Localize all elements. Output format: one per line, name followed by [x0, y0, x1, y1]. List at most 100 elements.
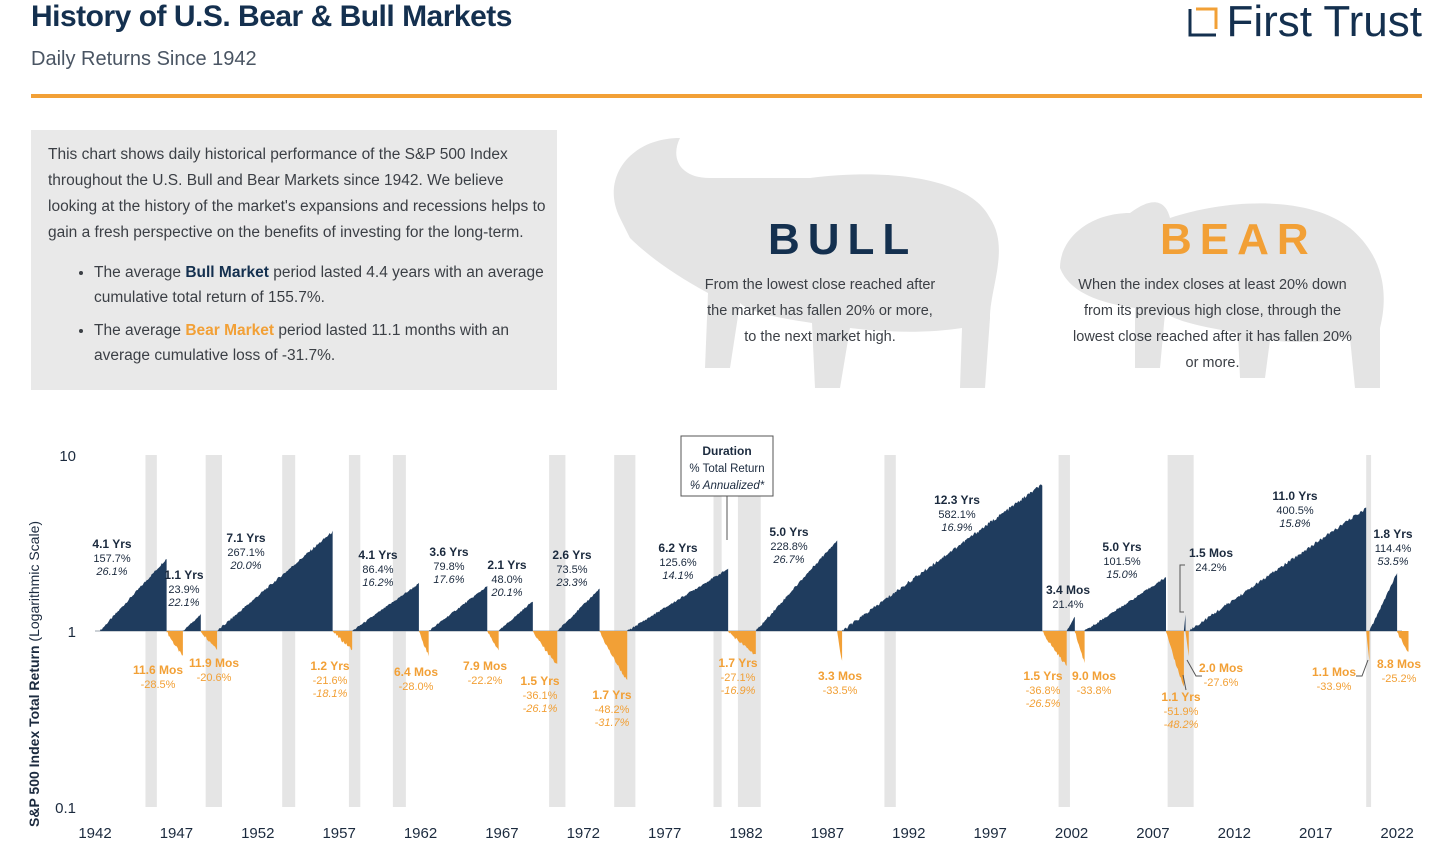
bear-market-area: [487, 631, 499, 651]
bull-total-return-label: 21.4%: [1052, 599, 1083, 611]
label-leader-line: [1356, 659, 1369, 677]
x-tick-label: 1977: [648, 825, 681, 842]
x-tick-label: 1992: [892, 825, 925, 842]
bull-annualized-label: 16.2%: [362, 577, 393, 589]
logo-mark-icon: [1188, 7, 1218, 37]
bullet-text: The average: [94, 322, 186, 339]
bear-total-return-label: -25.2%: [1382, 673, 1417, 685]
bull-duration-label: 7.1 Yrs: [226, 531, 265, 545]
intro-panel: This chart shows daily historical perfor…: [31, 130, 557, 390]
bull-market-area: [182, 613, 201, 631]
bullet-text: The average: [94, 264, 186, 281]
bull-silhouette-icon: [613, 138, 999, 388]
bull-annualized-label: 17.6%: [433, 574, 464, 586]
bull-total-return-label: 157.7%: [93, 553, 131, 565]
bull-total-return-label: 582.1%: [938, 509, 976, 521]
bear-market-area: [1074, 631, 1085, 663]
first-trust-logo: First Trust: [1186, 0, 1422, 44]
bull-duration-label: 2.6 Yrs: [552, 548, 591, 562]
bull-heading: BULL: [768, 215, 918, 264]
header-divider: [31, 94, 1422, 98]
bear-duration-label: 6.4 Mos: [394, 665, 438, 679]
bull-total-return-label: 267.1%: [227, 547, 265, 559]
bull-market-area: [557, 588, 600, 631]
x-tick-label: 2002: [1055, 825, 1088, 842]
bull-duration-label: 1.1 Yrs: [164, 568, 203, 582]
bear-total-return-label: -28.0%: [399, 681, 434, 693]
x-tick-label: 2022: [1380, 825, 1413, 842]
bear-total-return-label: -27.1%: [721, 672, 756, 684]
bull-market-area: [1369, 573, 1398, 631]
bear-total-return-label: -36.8%: [1026, 685, 1061, 697]
bull-total-return-label: 101.5%: [1103, 556, 1141, 568]
y-tick-label: 0.1: [55, 800, 76, 817]
x-tick-label: 1967: [485, 825, 518, 842]
bear-total-return-label: -36.1%: [523, 690, 558, 702]
bear-silhouette-icon: [1060, 202, 1384, 388]
bear-total-return-label: -33.8%: [1077, 685, 1112, 697]
bear-total-return-label: -28.5%: [141, 679, 176, 691]
logo-text: First Trust: [1226, 0, 1422, 46]
bull-annualized-label: 26.1%: [95, 566, 127, 578]
y-tick-label: 10: [59, 448, 76, 465]
bear-duration-label: 1.1 Yrs: [1161, 690, 1200, 704]
bull-total-return-label: 400.5%: [1276, 505, 1314, 517]
bear-market-area: [837, 631, 843, 661]
bear-duration-label: 1.5 Yrs: [1023, 669, 1062, 683]
bull-market-area: [1188, 507, 1367, 631]
bull-total-return-label: 125.6%: [659, 557, 697, 569]
bull-annualized-label: 16.9%: [941, 522, 972, 534]
bull-annualized-label: 23.3%: [555, 577, 587, 589]
bear-market-area: [532, 631, 558, 664]
bear-total-return-label: -33.9%: [1317, 681, 1352, 693]
bull-bear-illustration: [613, 138, 1384, 388]
bull-annualized-label: 20.1%: [490, 587, 522, 599]
bull-market-area: [1066, 616, 1075, 631]
bear-market-area: [599, 631, 628, 680]
bull-total-return-label: 228.8%: [770, 541, 808, 553]
bull-duration-label: 12.3 Yrs: [934, 493, 980, 507]
bear-market-area: [200, 631, 218, 651]
x-tick-label: 2007: [1136, 825, 1169, 842]
label-leader-line: [1182, 674, 1187, 691]
x-tick-label: 2012: [1218, 825, 1251, 842]
bear-heading: BEAR: [1160, 215, 1317, 264]
x-tick-label: 2017: [1299, 825, 1332, 842]
bear-market-area: [1042, 631, 1067, 666]
bear-annualized-label: -26.1%: [523, 703, 558, 715]
bull-total-return-label: 73.5%: [556, 564, 587, 576]
bull-duration-label: 1.5 Mos: [1189, 546, 1233, 560]
bull-duration-label: 3.4 Mos: [1046, 583, 1090, 597]
bull-market-area: [352, 582, 419, 631]
bull-definition: From the lowest close reached after the …: [704, 277, 936, 345]
bear-market-area: [418, 631, 429, 657]
bull-market-area: [627, 568, 729, 631]
bear-total-return-label: -21.6%: [313, 675, 348, 687]
page-title: History of U.S. Bear & Bull Markets: [31, 0, 512, 33]
bull-market-area: [1084, 577, 1166, 631]
bear-market-area: [1185, 631, 1189, 657]
bullet-text: period lasted 4.4 years with an average …: [94, 264, 544, 306]
bear-keyword: Bear Market: [185, 322, 275, 339]
bull-duration-label: 2.1 Yrs: [487, 558, 526, 572]
bull-market-area: [842, 484, 1043, 631]
bull-duration-label: 6.2 Yrs: [658, 541, 697, 555]
bear-market-area: [1397, 631, 1409, 652]
bull-annualized-label: 22.1%: [167, 597, 199, 609]
x-tick-label: 1982: [729, 825, 762, 842]
bear-duration-label: 9.0 Mos: [1072, 669, 1116, 683]
x-tick-label: 1997: [974, 825, 1007, 842]
bull-market-area: [428, 585, 488, 631]
label-leader-line: [1179, 564, 1185, 613]
bear-definition: When the index closes at least 20% down …: [1073, 277, 1352, 371]
bullet-bear-average: The average Bear Market period lasted 11…: [94, 318, 554, 368]
bear-annualized-label: -18.1%: [313, 688, 348, 700]
bull-keyword: Bull Market: [185, 264, 269, 281]
bull-market-area: [498, 601, 533, 631]
bear-annualized-label: -26.5%: [1026, 698, 1061, 710]
bear-duration-label: 3.3 Mos: [818, 669, 862, 683]
page-subtitle: Daily Returns Since 1942: [31, 48, 257, 70]
bull-total-return-label: 86.4%: [362, 564, 393, 576]
bull-duration-label: 4.1 Yrs: [358, 548, 397, 562]
bear-total-return-label: -51.9%: [1164, 706, 1199, 718]
